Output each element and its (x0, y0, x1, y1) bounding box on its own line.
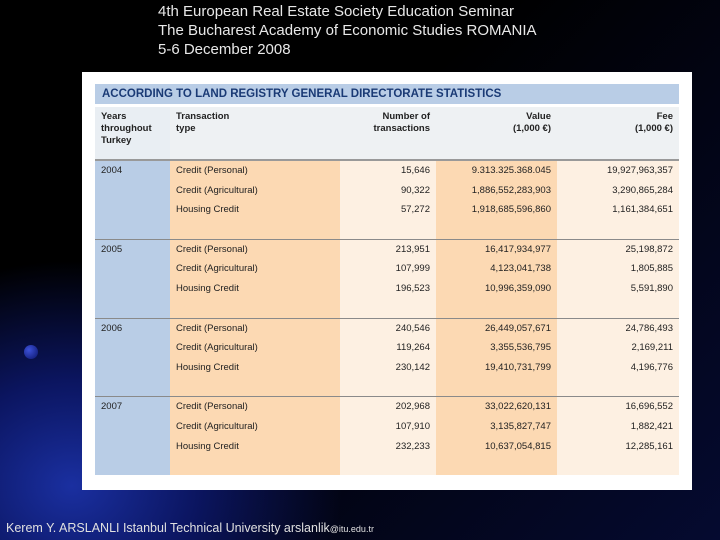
year-cell: 2007 (95, 396, 170, 476)
count-cell: 232,233 (340, 436, 436, 457)
header-value-line1: Value (526, 111, 551, 122)
header-years-line3: Turkey (101, 135, 132, 146)
header-type-line2: type (176, 123, 196, 134)
table-row: Housing Credit 230,142 19,410,731,799 4,… (95, 357, 679, 378)
fee-cell: 4,196,776 (557, 357, 679, 378)
value-cell: 16,417,934,977 (436, 238, 557, 260)
table-row: 2005 Credit (Personal) 213,951 16,417,93… (95, 238, 679, 319)
header-count-line2: transactions (373, 123, 431, 134)
type-cell: Housing Credit (170, 436, 340, 457)
table-row: Housing Credit 57,272 1,918,685,596,860 … (95, 200, 679, 220)
count-cell: 107,910 (340, 416, 436, 437)
fee-cell: 12,285,161 (557, 436, 679, 457)
header-fee-line1: Fee (656, 111, 673, 122)
fee-cell: 25,198,872 (557, 238, 679, 260)
value-cell: 1,886,552,283,903 (436, 180, 557, 201)
fee-cell: 2,169,211 (557, 338, 679, 358)
table-row: Credit (Agricultural) 90,322 1,886,552,2… (95, 180, 679, 201)
header-count: Number of transactions (340, 107, 436, 161)
header-line-1: 4th European Real Estate Society Educati… (158, 3, 515, 20)
type-cell: Credit (Agricultural) (170, 416, 340, 437)
footer-author: Kerem Y. ARSLANLI Istanbul Technical Uni… (6, 521, 330, 535)
fee-cell: 24,786,493 (557, 317, 679, 339)
count-cell: 240,546 (340, 317, 436, 339)
year-cell: 2006 (95, 317, 170, 397)
header-years: Years throughout Turkey (95, 107, 170, 161)
count-cell: 107,999 (340, 259, 436, 279)
fee-cell: 16,696,552 (557, 396, 679, 417)
slide-footer: Kerem Y. ARSLANLI Istanbul Technical Uni… (6, 521, 374, 535)
type-cell: Credit (Agricultural) (170, 180, 340, 201)
group-spacer (95, 456, 679, 476)
type-cell: Credit (Personal) (170, 317, 340, 339)
header-count-line1: Number of (382, 111, 431, 122)
header-fee-line2: (1,000 €) (634, 123, 673, 134)
type-cell: Housing Credit (170, 200, 340, 220)
type-cell: Credit (Agricultural) (170, 259, 340, 279)
value-cell: 3,135,827,747 (436, 416, 557, 437)
header-years-line1: Years (101, 111, 127, 122)
table-row: 2006 Credit (Personal) 240,546 26,449,05… (95, 317, 679, 397)
value-cell: 3,355,536,795 (436, 338, 557, 358)
header-line-3: 5-6 December 2008 (158, 41, 291, 58)
count-cell: 230,142 (340, 357, 436, 378)
header-value: Value (1,000 €) (436, 107, 557, 161)
value-cell: 10,637,054,815 (436, 436, 557, 457)
value-cell: 26,449,057,671 (436, 317, 557, 339)
table-row: 2004 Credit (Personal) 15,646 9.313.325.… (95, 159, 679, 240)
group-spacer (95, 377, 679, 397)
group-spacer (95, 298, 679, 319)
fee-cell: 19,927,963,357 (557, 159, 679, 181)
table-row: Credit (Agricultural) 107,999 4,123,041,… (95, 259, 679, 279)
fee-cell: 1,805,885 (557, 259, 679, 279)
table-row: Credit (Agricultural) 119,264 3,355,536,… (95, 338, 679, 358)
fee-cell: 1,161,384,651 (557, 200, 679, 220)
count-cell: 90,322 (340, 180, 436, 201)
footer-email-domain: @itu.edu.tr (329, 524, 374, 534)
table-row: Credit (Agricultural) 107,910 3,135,827,… (95, 416, 679, 437)
value-cell: 33,022,620,131 (436, 396, 557, 417)
type-cell: Housing Credit (170, 278, 340, 299)
value-cell: 10,996,359,090 (436, 278, 557, 299)
header-fee: Fee (1,000 €) (557, 107, 679, 161)
slide-header: 4th European Real Estate Society Educati… (158, 2, 537, 59)
table-body: 2004 Credit (Personal) 15,646 9.313.325.… (95, 159, 679, 476)
year-cell: 2005 (95, 238, 170, 319)
count-cell: 57,272 (340, 200, 436, 220)
header-type-line1: Transaction (176, 111, 230, 122)
value-cell: 19,410,731,799 (436, 357, 557, 378)
type-cell: Credit (Agricultural) (170, 338, 340, 358)
header-value-line2: (1,000 €) (512, 123, 551, 134)
header-years-line2: throughout (101, 123, 152, 134)
header-line-2: The Bucharest Academy of Economic Studie… (158, 22, 537, 39)
group-spacer (95, 219, 679, 240)
header-type: Transaction type (170, 107, 340, 161)
type-cell: Credit (Personal) (170, 396, 340, 417)
type-cell: Housing Credit (170, 357, 340, 378)
table-row: Housing Credit 232,233 10,637,054,815 12… (95, 436, 679, 457)
table-frame: ACCORDING TO LAND REGISTRY GENERAL DIREC… (95, 84, 679, 478)
type-cell: Credit (Personal) (170, 159, 340, 181)
table-row: 2007 Credit (Personal) 202,968 33,022,62… (95, 396, 679, 476)
type-cell: Credit (Personal) (170, 238, 340, 260)
statistics-table: Years throughout Turkey Transaction type… (95, 107, 679, 476)
table-row: Housing Credit 196,523 10,996,359,090 5,… (95, 278, 679, 299)
value-cell: 4,123,041,738 (436, 259, 557, 279)
count-cell: 119,264 (340, 338, 436, 358)
decorative-orb (24, 345, 38, 359)
value-cell: 1,918,685,596,860 (436, 200, 557, 220)
table-panel: ACCORDING TO LAND REGISTRY GENERAL DIREC… (82, 72, 692, 490)
year-cell: 2004 (95, 159, 170, 240)
fee-cell: 3,290,865,284 (557, 180, 679, 201)
count-cell: 213,951 (340, 238, 436, 260)
count-cell: 196,523 (340, 278, 436, 299)
header-row: Years throughout Turkey Transaction type… (95, 107, 679, 161)
value-cell: 9.313.325.368.045 (436, 159, 557, 181)
fee-cell: 1,882,421 (557, 416, 679, 437)
table-title: ACCORDING TO LAND REGISTRY GENERAL DIREC… (95, 84, 679, 107)
count-cell: 202,968 (340, 396, 436, 417)
fee-cell: 5,591,890 (557, 278, 679, 299)
count-cell: 15,646 (340, 159, 436, 181)
